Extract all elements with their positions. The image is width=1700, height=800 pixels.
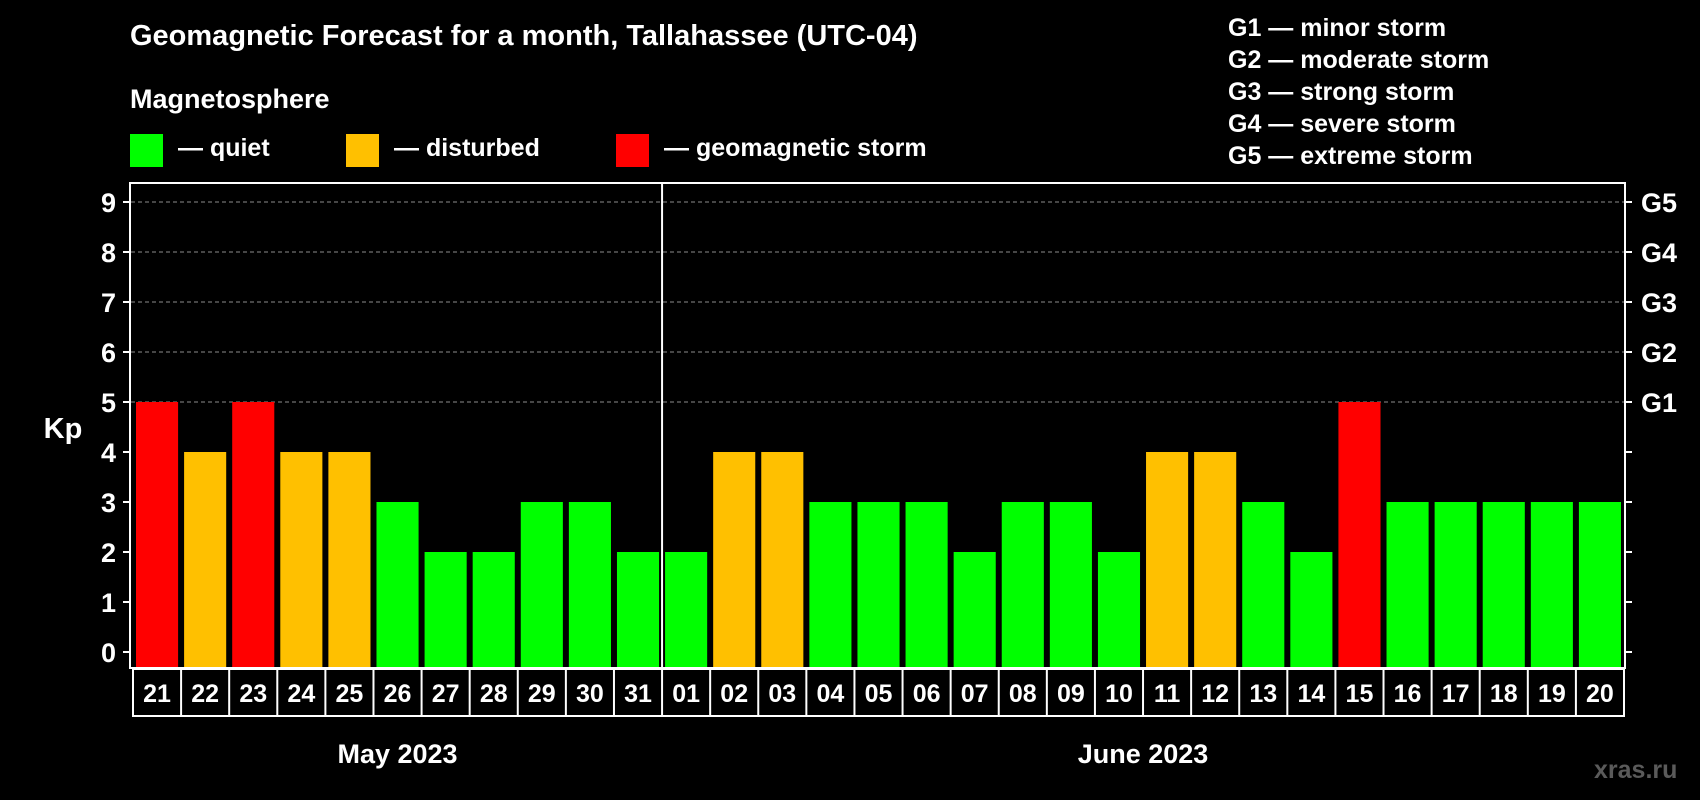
storm-level-g2: G2 — moderate storm bbox=[1228, 46, 1490, 74]
bar-18 bbox=[1482, 502, 1525, 667]
bar-02 bbox=[713, 452, 756, 667]
y-tick-label: 8 bbox=[101, 238, 116, 268]
date-label-22: 22 bbox=[191, 680, 219, 708]
storm-level-g1: G1 — minor storm bbox=[1228, 14, 1447, 42]
date-label-21: 21 bbox=[143, 680, 171, 708]
bar-10 bbox=[1097, 552, 1141, 667]
date-label-12: 12 bbox=[1201, 680, 1229, 708]
date-label-01: 01 bbox=[672, 680, 700, 708]
date-label-18: 18 bbox=[1490, 680, 1518, 708]
y-tick-label: 9 bbox=[101, 188, 116, 218]
date-label-13: 13 bbox=[1249, 680, 1277, 708]
right-axis-label-g1: G1 bbox=[1641, 388, 1677, 418]
date-label-07: 07 bbox=[961, 680, 989, 708]
month-label-1: June 2023 bbox=[1078, 739, 1209, 769]
bar-05 bbox=[857, 502, 900, 667]
date-label-16: 16 bbox=[1394, 680, 1422, 708]
right-axis-label-g5: G5 bbox=[1641, 188, 1677, 218]
bar-24 bbox=[280, 452, 323, 667]
date-label-20: 20 bbox=[1586, 680, 1614, 708]
y-tick-label: 0 bbox=[101, 638, 116, 668]
y-tick-label: 6 bbox=[101, 338, 116, 368]
date-label-29: 29 bbox=[528, 680, 556, 708]
bar-25 bbox=[328, 452, 371, 667]
date-label-09: 09 bbox=[1057, 680, 1085, 708]
legend-label-disturbed: — disturbed bbox=[394, 134, 540, 162]
date-label-23: 23 bbox=[239, 680, 267, 708]
bar-12 bbox=[1194, 452, 1237, 667]
date-label-11: 11 bbox=[1154, 680, 1181, 708]
bar-19 bbox=[1530, 502, 1573, 667]
date-label-19: 19 bbox=[1538, 680, 1566, 708]
date-label-04: 04 bbox=[816, 680, 844, 708]
date-label-28: 28 bbox=[480, 680, 508, 708]
bar-21 bbox=[136, 402, 179, 667]
storm-level-g4: G4 — severe storm bbox=[1228, 110, 1456, 138]
bar-08 bbox=[1001, 502, 1044, 667]
y-tick-label: 2 bbox=[101, 538, 116, 568]
bar-31 bbox=[616, 552, 660, 667]
bar-07 bbox=[953, 552, 996, 667]
legend-label-storm: — geomagnetic storm bbox=[664, 134, 927, 162]
bar-04 bbox=[809, 502, 852, 667]
y-tick-label: 5 bbox=[101, 388, 116, 418]
bar-06 bbox=[905, 502, 948, 667]
legend-label-quiet: — quiet bbox=[178, 134, 270, 162]
storm-level-g3: G3 — strong storm bbox=[1228, 78, 1455, 106]
bar-30 bbox=[568, 502, 611, 667]
y-tick-label: 4 bbox=[101, 438, 116, 468]
chart-title: Geomagnetic Forecast for a month, Tallah… bbox=[130, 20, 918, 52]
date-label-10: 10 bbox=[1105, 680, 1133, 708]
month-label-0: May 2023 bbox=[337, 739, 457, 769]
legend-swatch-disturbed bbox=[346, 134, 379, 167]
date-label-14: 14 bbox=[1297, 680, 1325, 708]
legend-swatch-quiet bbox=[130, 134, 163, 167]
right-axis-label-g2: G2 bbox=[1641, 338, 1677, 368]
bar-28 bbox=[472, 552, 515, 667]
bar-03 bbox=[761, 452, 804, 667]
date-label-15: 15 bbox=[1346, 680, 1374, 708]
bar-13 bbox=[1242, 502, 1285, 667]
y-tick-label: 3 bbox=[101, 488, 116, 518]
bar-20 bbox=[1578, 502, 1621, 667]
y-tick-label: 7 bbox=[101, 288, 116, 318]
date-label-25: 25 bbox=[336, 680, 364, 708]
date-label-27: 27 bbox=[432, 680, 460, 708]
bar-16 bbox=[1386, 502, 1429, 667]
date-row bbox=[132, 668, 1625, 717]
y-axis-label: Kp bbox=[44, 413, 83, 445]
date-label-30: 30 bbox=[576, 680, 604, 708]
right-axis-label-g3: G3 bbox=[1641, 288, 1677, 318]
legend-swatch-storm bbox=[616, 134, 649, 167]
date-label-08: 08 bbox=[1009, 680, 1037, 708]
bar-23 bbox=[232, 402, 275, 667]
bar-17 bbox=[1434, 502, 1477, 667]
date-label-05: 05 bbox=[865, 680, 893, 708]
bar-09 bbox=[1049, 502, 1092, 667]
bar-11 bbox=[1146, 452, 1189, 667]
date-label-26: 26 bbox=[384, 680, 412, 708]
storm-level-g5: G5 — extreme storm bbox=[1228, 142, 1473, 170]
date-label-17: 17 bbox=[1442, 680, 1470, 708]
bar-01 bbox=[665, 552, 708, 667]
bar-22 bbox=[184, 452, 227, 667]
date-label-24: 24 bbox=[287, 680, 315, 708]
date-label-31: 31 bbox=[624, 680, 652, 708]
right-axis-label-g4: G4 bbox=[1641, 238, 1677, 268]
y-tick-label: 1 bbox=[101, 588, 116, 618]
bar-27 bbox=[424, 552, 467, 667]
bar-14 bbox=[1290, 552, 1333, 667]
watermark: xras.ru bbox=[1594, 756, 1678, 784]
date-label-03: 03 bbox=[768, 680, 796, 708]
date-label-02: 02 bbox=[720, 680, 748, 708]
bar-15 bbox=[1338, 402, 1381, 667]
bar-26 bbox=[376, 502, 419, 667]
legend-heading: Magnetosphere bbox=[130, 84, 330, 114]
bar-29 bbox=[520, 502, 563, 667]
date-label-06: 06 bbox=[913, 680, 941, 708]
